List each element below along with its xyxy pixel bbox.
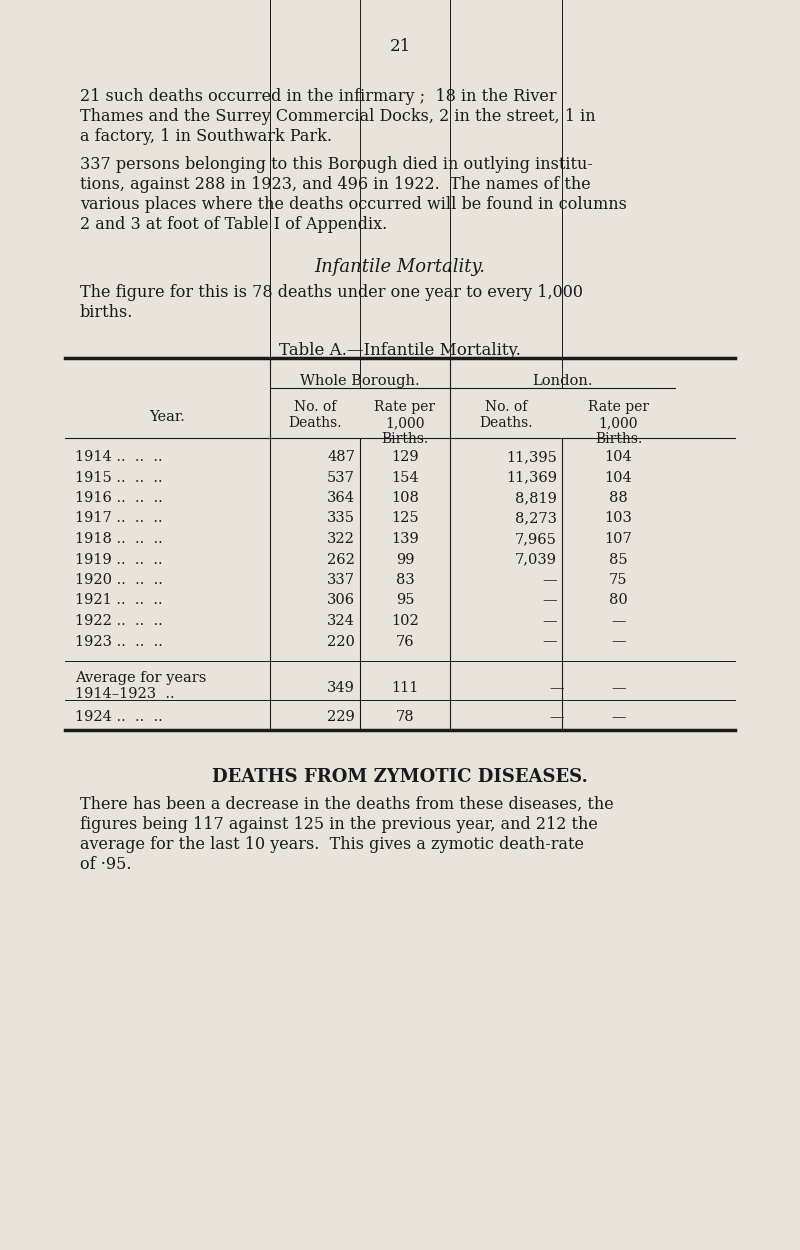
Text: DEATHS FROM ZYMOTIC DISEASES.: DEATHS FROM ZYMOTIC DISEASES. — [212, 769, 588, 786]
Text: 1914 ..  ..  ..: 1914 .. .. .. — [75, 450, 162, 464]
Text: 11,369: 11,369 — [506, 470, 557, 485]
Text: various places where the deaths occurred will be found in columns: various places where the deaths occurred… — [80, 196, 627, 212]
Text: 154: 154 — [391, 470, 419, 485]
Text: 364: 364 — [327, 491, 355, 505]
Text: Rate per
1,000
Births.: Rate per 1,000 Births. — [588, 400, 649, 446]
Text: figures being 117 against 125 in the previous year, and 212 the: figures being 117 against 125 in the pre… — [80, 816, 598, 834]
Text: No. of
Deaths.: No. of Deaths. — [288, 400, 342, 430]
Text: —: — — [611, 614, 626, 628]
Text: 229: 229 — [327, 710, 355, 724]
Text: 78: 78 — [396, 710, 414, 724]
Text: 129: 129 — [391, 450, 419, 464]
Text: a factory, 1 in Southwark Park.: a factory, 1 in Southwark Park. — [80, 127, 332, 145]
Text: 21 such deaths occurred in the infirmary ;  18 in the River: 21 such deaths occurred in the infirmary… — [80, 88, 557, 105]
Text: 1916 ..  ..  ..: 1916 .. .. .. — [75, 491, 162, 505]
Text: 111: 111 — [391, 681, 418, 695]
Text: 76: 76 — [396, 635, 414, 649]
Text: 103: 103 — [605, 511, 633, 525]
Text: 75: 75 — [610, 572, 628, 588]
Text: 1923 ..  ..  ..: 1923 .. .. .. — [75, 635, 163, 649]
Text: 21: 21 — [390, 38, 410, 55]
Text: 7,039: 7,039 — [515, 552, 557, 566]
Text: 1920 ..  ..  ..: 1920 .. .. .. — [75, 572, 163, 588]
Text: tions, against 288 in 1923, and 496 in 1922.  The names of the: tions, against 288 in 1923, and 496 in 1… — [80, 176, 590, 192]
Text: Thames and the Surrey Commercial Docks, 2 in the street, 1 in: Thames and the Surrey Commercial Docks, … — [80, 107, 596, 125]
Text: 99: 99 — [396, 552, 414, 566]
Text: 220: 220 — [327, 635, 355, 649]
Text: 139: 139 — [391, 532, 419, 546]
Text: 1919 ..  ..  ..: 1919 .. .. .. — [75, 552, 162, 566]
Text: London.: London. — [532, 374, 593, 388]
Text: 1917 ..  ..  ..: 1917 .. .. .. — [75, 511, 162, 525]
Text: 108: 108 — [391, 491, 419, 505]
Text: —: — — [542, 594, 557, 608]
Text: 125: 125 — [391, 511, 419, 525]
Text: —: — — [542, 572, 557, 588]
Text: —: — — [611, 681, 626, 695]
Text: 335: 335 — [327, 511, 355, 525]
Text: 83: 83 — [396, 572, 414, 588]
Text: 11,395: 11,395 — [506, 450, 557, 464]
Text: 1924 ..  ..  ..: 1924 .. .. .. — [75, 710, 162, 724]
Text: Infantile Mortality.: Infantile Mortality. — [314, 258, 486, 276]
Text: average for the last 10 years.  This gives a zymotic death-rate: average for the last 10 years. This give… — [80, 836, 584, 854]
Text: Table A.—Infantile Mortality.: Table A.—Infantile Mortality. — [279, 342, 521, 359]
Text: 349: 349 — [327, 681, 355, 695]
Text: 2 and 3 at foot of Table I of Appendix.: 2 and 3 at foot of Table I of Appendix. — [80, 216, 387, 232]
Text: 324: 324 — [327, 614, 355, 628]
Text: Whole Borough.: Whole Borough. — [300, 374, 420, 388]
Text: There has been a decrease in the deaths from these diseases, the: There has been a decrease in the deaths … — [80, 796, 614, 814]
Text: 262: 262 — [327, 552, 355, 566]
Text: The figure for this is 78 deaths under one year to every 1,000: The figure for this is 78 deaths under o… — [80, 284, 583, 301]
Text: 8,819: 8,819 — [515, 491, 557, 505]
Text: —: — — [611, 710, 626, 724]
Text: 322: 322 — [327, 532, 355, 546]
Text: 107: 107 — [605, 532, 632, 546]
Text: —: — — [550, 681, 564, 695]
Text: —: — — [542, 614, 557, 628]
Text: 102: 102 — [391, 614, 419, 628]
Text: births.: births. — [80, 304, 134, 321]
Text: —: — — [611, 635, 626, 649]
Text: 1922 ..  ..  ..: 1922 .. .. .. — [75, 614, 162, 628]
Text: No. of
Deaths.: No. of Deaths. — [479, 400, 533, 430]
Text: 104: 104 — [605, 450, 632, 464]
Text: 88: 88 — [609, 491, 628, 505]
Text: 1918 ..  ..  ..: 1918 .. .. .. — [75, 532, 162, 546]
Text: 8,273: 8,273 — [515, 511, 557, 525]
Text: 537: 537 — [327, 470, 355, 485]
Text: 306: 306 — [327, 594, 355, 608]
Text: 337: 337 — [327, 572, 355, 588]
Text: 1914–1923  ..: 1914–1923 .. — [75, 688, 174, 701]
Text: 1915 ..  ..  ..: 1915 .. .. .. — [75, 470, 162, 485]
Text: 7,965: 7,965 — [515, 532, 557, 546]
Text: 85: 85 — [609, 552, 628, 566]
Text: 104: 104 — [605, 470, 632, 485]
Text: Average for years: Average for years — [75, 671, 206, 685]
Text: Year.: Year. — [149, 410, 185, 424]
Text: 337 persons belonging to this Borough died in outlying institu-: 337 persons belonging to this Borough di… — [80, 156, 593, 172]
Text: —: — — [550, 710, 564, 724]
Text: 80: 80 — [609, 594, 628, 608]
Text: 95: 95 — [396, 594, 414, 608]
Text: 1921 ..  ..  ..: 1921 .. .. .. — [75, 594, 162, 608]
Text: of ·95.: of ·95. — [80, 856, 131, 874]
Text: Rate per
1,000
Births.: Rate per 1,000 Births. — [374, 400, 435, 446]
Text: 487: 487 — [327, 450, 355, 464]
Text: —: — — [542, 635, 557, 649]
